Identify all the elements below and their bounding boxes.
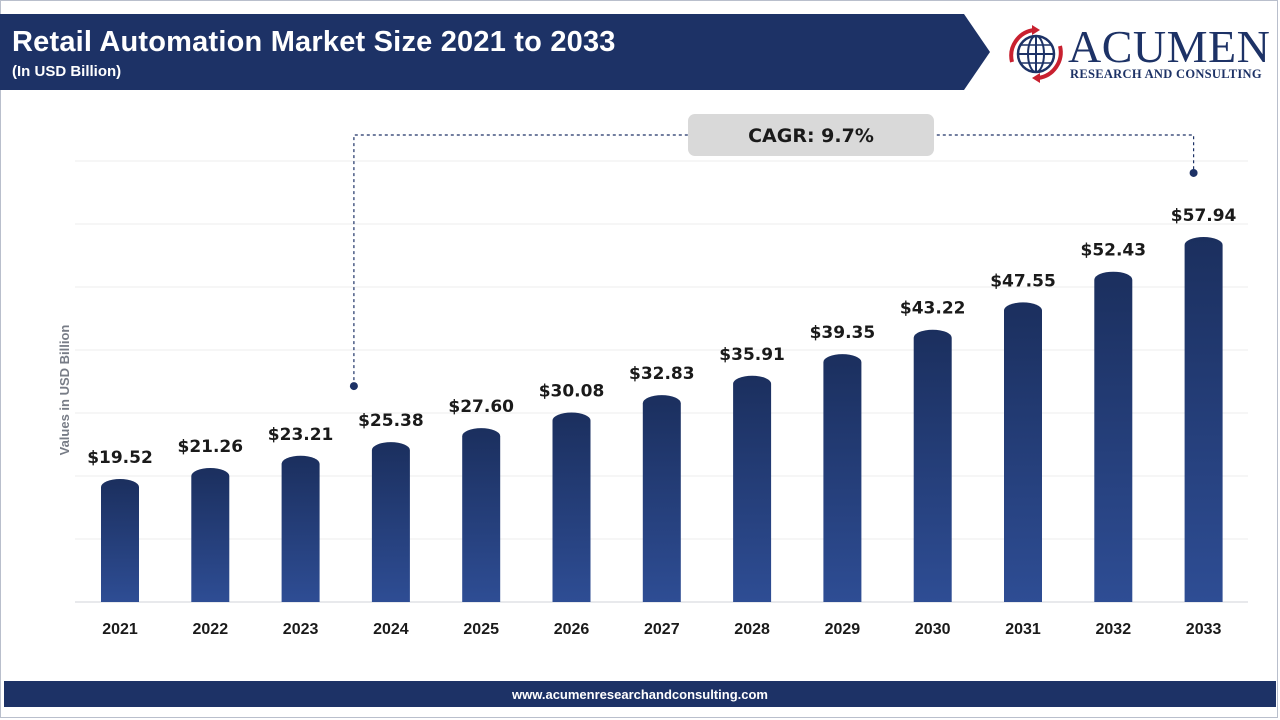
bar-2027: [642, 395, 681, 602]
x-tick-2023: 2023: [283, 621, 319, 638]
bar-2033: [1184, 236, 1223, 602]
data-label-2023: $23.21: [268, 425, 334, 445]
bar-2028: [733, 375, 772, 602]
x-tick-2031: 2031: [1005, 621, 1041, 638]
x-tick-2026: 2026: [554, 621, 590, 638]
data-label-2024: $25.38: [358, 411, 424, 431]
data-label-2026: $30.08: [539, 381, 605, 401]
x-tick-2028: 2028: [734, 621, 770, 638]
x-tick-2025: 2025: [463, 621, 499, 638]
bar-2024: [371, 442, 410, 602]
bar-2032: [1094, 271, 1133, 602]
cagr-label: CAGR: 9.7%: [748, 125, 874, 147]
x-tick-2032: 2032: [1096, 621, 1132, 638]
header-banner: [0, 14, 990, 90]
bar-2030: [913, 329, 952, 602]
cagr-start-dot: [349, 382, 358, 391]
data-label-2022: $21.26: [177, 437, 243, 457]
x-tick-2022: 2022: [193, 621, 229, 638]
cagr-box: [688, 114, 934, 156]
bar-2022: [191, 468, 230, 602]
acumen-logo: ACUMEN RESEARCH AND CONSULTING: [1004, 22, 1270, 86]
bar-2029: [823, 354, 862, 602]
cagr-annotation: CAGR: 9.7%: [349, 114, 1198, 391]
x-axis-ticks: 2021 2022 2023 2024 2025 2026 2027 2028 2029 2030…: [102, 621, 1221, 638]
x-tick-2030: 2030: [915, 621, 951, 638]
x-tick-2029: 2029: [825, 621, 861, 638]
data-label-2033: $57.94: [1171, 206, 1237, 226]
footer-url[interactable]: www.acumenresearchandconsulting.com: [512, 686, 768, 702]
bar-2021: [101, 479, 139, 602]
data-label-2030: $43.22: [900, 299, 966, 319]
data-labels: $19.52 $21.26 $23.21 $25.38 $27.60 $30.08 $32.…: [87, 206, 1236, 468]
data-label-2021: $19.52: [87, 448, 153, 468]
data-label-2029: $39.35: [810, 323, 876, 343]
chart-subtitle: (In USD Billion): [12, 63, 122, 80]
bar-2025: [462, 428, 501, 602]
globe-icon: [1009, 25, 1063, 83]
data-label-2032: $52.43: [1080, 241, 1146, 261]
logo-tagline: RESEARCH AND CONSULTING: [1070, 67, 1262, 81]
x-tick-2027: 2027: [644, 621, 680, 638]
bar-2031: [1004, 302, 1042, 602]
data-label-2025: $27.60: [448, 397, 514, 417]
logo-name: ACUMEN: [1068, 21, 1271, 72]
x-tick-2021: 2021: [102, 621, 138, 638]
x-tick-2033: 2033: [1186, 621, 1222, 638]
data-label-2028: $35.91: [719, 345, 785, 365]
x-tick-2024: 2024: [373, 621, 409, 638]
y-axis-label: Values in USD Billion: [57, 325, 72, 456]
bar-2026: [552, 412, 591, 602]
chart-title: Retail Automation Market Size 2021 to 20…: [12, 26, 616, 58]
cagr-end-dot: [1189, 168, 1198, 177]
bars: [101, 236, 1223, 602]
footer-bar: www.acumenresearchandconsulting.com: [4, 681, 1276, 707]
data-label-2031: $47.55: [990, 271, 1056, 291]
bar-2023: [281, 455, 320, 602]
data-label-2027: $32.83: [629, 364, 695, 384]
